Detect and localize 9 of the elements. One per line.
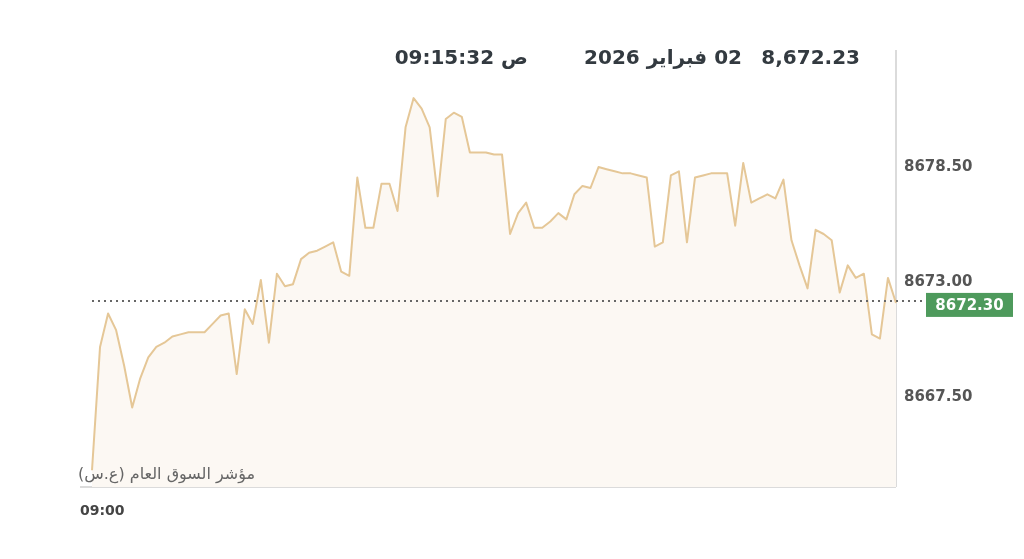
text: 09:00	[80, 502, 125, 518]
annotation: 09:15:32 ص	[394, 45, 528, 69]
y-tick-label: 8667.50	[904, 387, 973, 406]
annotation: مؤشر السوق العام (ع.س)	[78, 464, 256, 483]
ref-line-label: 8672.30	[935, 296, 1004, 315]
y-tick-label: 8678.50	[904, 157, 973, 176]
chart-title: 8,672.23	[761, 45, 860, 69]
y-tick-label: 8673.00	[904, 272, 973, 291]
chart-subtitle: 02 فبراير 2026	[584, 45, 742, 69]
